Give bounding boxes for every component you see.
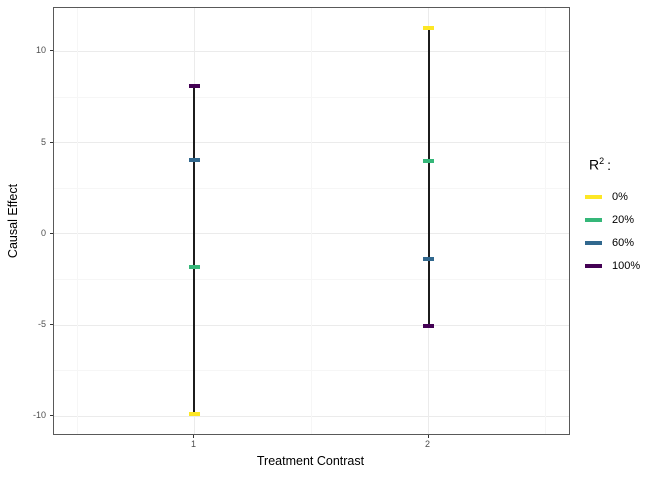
- crossbar-mark: [188, 412, 200, 417]
- crossbar-mark: [423, 158, 435, 163]
- x-tick-label: 2: [425, 439, 431, 449]
- legend-item: 20%: [585, 209, 640, 232]
- legend-item-label: 20%: [612, 214, 635, 227]
- gridline-x-minor: [311, 8, 312, 434]
- gridline-x-minor: [545, 8, 547, 434]
- legend-title-colon: :: [607, 156, 612, 173]
- legend-item: 60%: [585, 232, 640, 255]
- y-axis-title: Causal Effect: [6, 183, 20, 259]
- y-tick-label: -10: [32, 410, 46, 421]
- y-axis-tick: [50, 232, 53, 234]
- legend-item-label: 0%: [612, 191, 628, 204]
- legend-item: 0%: [585, 186, 640, 209]
- legend-key-swatch: [585, 264, 602, 269]
- y-tick-label: 10: [35, 45, 46, 56]
- legend-title-superscript: 2: [599, 156, 605, 166]
- crossbar-mark: [423, 257, 435, 262]
- gridline-x-minor: [76, 8, 78, 434]
- legend-key-swatch: [585, 195, 602, 200]
- crossbar-mark: [188, 157, 200, 162]
- x-tick-label: 1: [190, 439, 196, 449]
- y-axis-tick: [50, 324, 53, 326]
- legend: R2: 0% 20% 60% 100%: [585, 156, 640, 278]
- plot-panel: [53, 7, 570, 435]
- legend-item: 100%: [585, 255, 640, 278]
- range-line: [427, 27, 430, 326]
- legend-key-swatch: [585, 241, 602, 246]
- legend-items: 0% 20% 60% 100%: [585, 186, 640, 278]
- legend-title-base: R: [589, 156, 600, 173]
- y-axis-tick: [50, 415, 53, 417]
- range-line: [193, 86, 196, 415]
- crossbar-mark: [423, 323, 435, 328]
- y-tick-label: -5: [37, 319, 46, 330]
- crossbar-mark: [188, 264, 200, 269]
- x-axis-tick: [193, 435, 195, 438]
- crossbar-mark: [188, 84, 200, 89]
- legend-item-label: 60%: [612, 237, 635, 250]
- y-axis-tick: [50, 141, 53, 143]
- legend-title: R2:: [589, 156, 640, 173]
- x-axis-tick: [427, 435, 429, 438]
- y-tick-label: 5: [40, 136, 46, 147]
- x-axis-title: Treatment Contrast: [256, 454, 365, 468]
- legend-item-label: 100%: [612, 260, 641, 273]
- y-tick-label: 0: [40, 227, 46, 238]
- legend-key-swatch: [585, 218, 602, 223]
- crossbar-mark: [423, 25, 435, 30]
- y-axis-tick: [50, 50, 53, 52]
